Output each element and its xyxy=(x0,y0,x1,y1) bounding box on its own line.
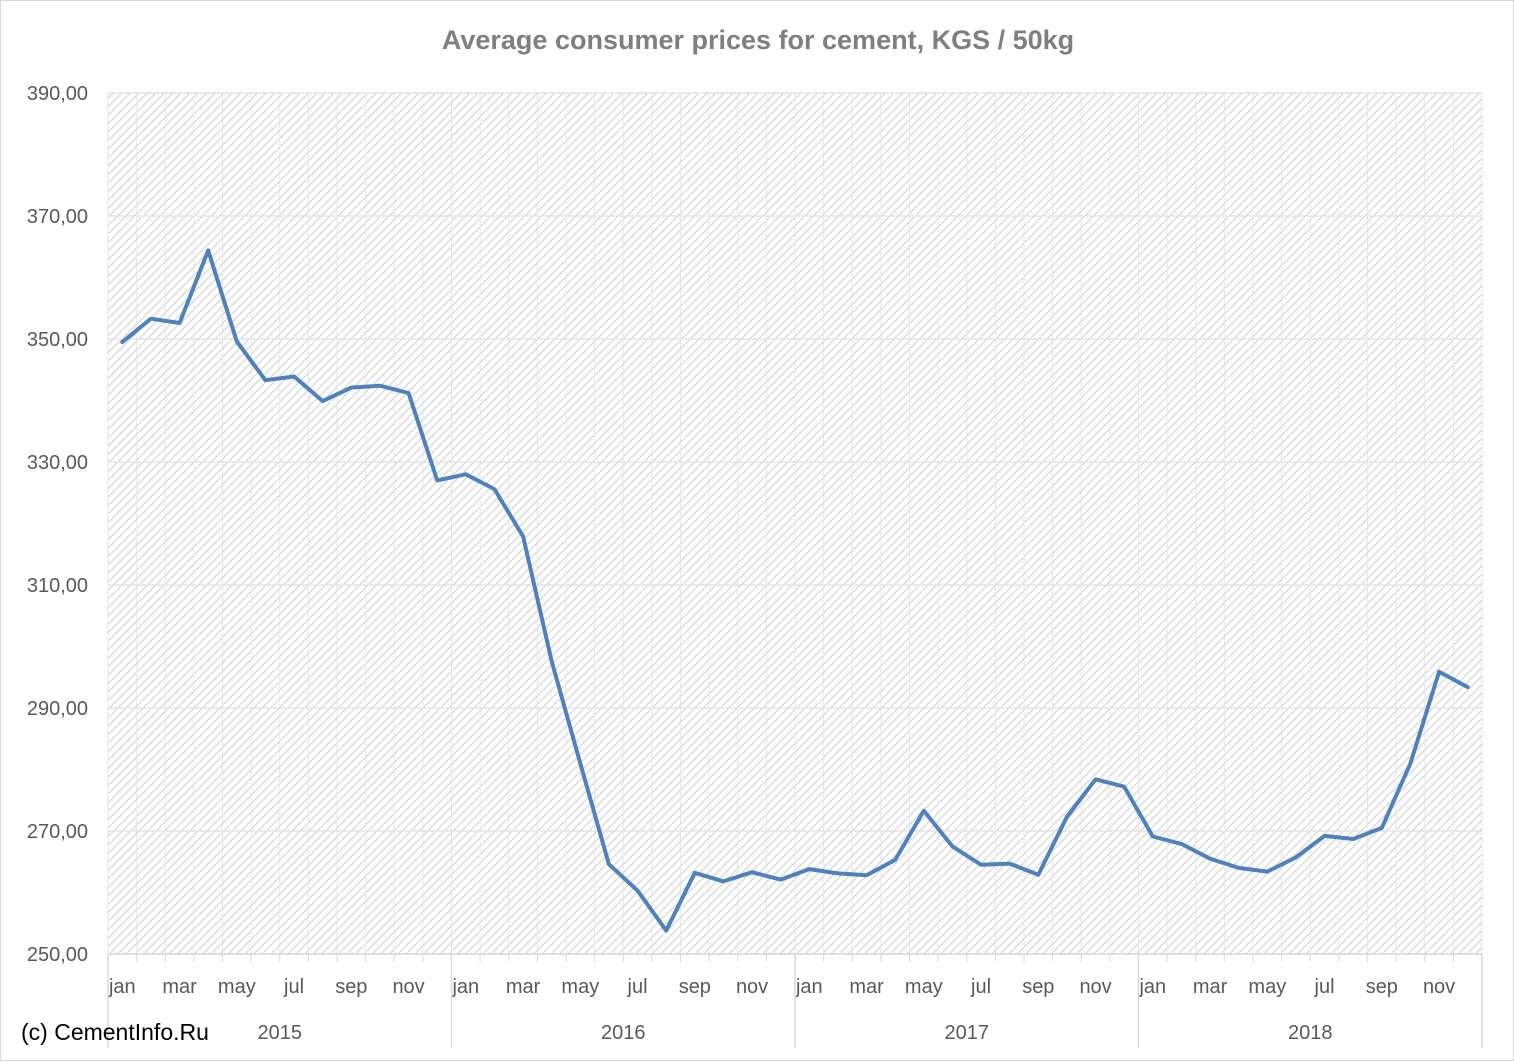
y-tick-label: 330,00 xyxy=(27,452,88,474)
x-tick-label: nov xyxy=(736,976,768,998)
y-tick-label: 310,00 xyxy=(27,575,88,597)
y-tick-label: 390,00 xyxy=(27,83,88,105)
x-tick-label: jan xyxy=(108,976,136,998)
x-tick-label: jul xyxy=(627,976,648,998)
x-tick-label: may xyxy=(561,976,599,998)
x-tick-label: mar xyxy=(1193,976,1228,998)
x-tick-label: jul xyxy=(1314,976,1335,998)
x-tick-label: mar xyxy=(162,976,197,998)
series-layer xyxy=(120,248,1470,933)
y-tick-label: 370,00 xyxy=(27,206,88,228)
year-label: 2017 xyxy=(945,1022,990,1044)
x-tick-label: may xyxy=(1248,976,1286,998)
x-tick-label: jan xyxy=(1138,976,1166,998)
chart-title: Average consumer prices for cement, KGS … xyxy=(441,25,1075,55)
series-line xyxy=(120,248,1470,933)
year-label: 2015 xyxy=(258,1022,303,1044)
x-tick-label: nov xyxy=(1423,976,1455,998)
y-tick-label: 270,00 xyxy=(27,821,88,843)
y-tick-label: 250,00 xyxy=(27,944,88,966)
x-tick-label: sep xyxy=(1022,976,1054,998)
x-tick-label: sep xyxy=(679,976,711,998)
x-tick-label: jan xyxy=(795,976,823,998)
year-label: 2018 xyxy=(1288,1022,1333,1044)
x-tick-label: mar xyxy=(506,976,541,998)
year-label: 2016 xyxy=(601,1022,646,1044)
gridlines xyxy=(107,92,1483,955)
x-tick-label: may xyxy=(905,976,943,998)
x-tick-label: sep xyxy=(1366,976,1398,998)
x-tick-label: sep xyxy=(335,976,367,998)
x-tick-label: nov xyxy=(392,976,424,998)
copyright-label: (c) CementInfo.Ru xyxy=(21,1019,209,1045)
x-tick-label: mar xyxy=(849,976,884,998)
y-axis: 250,00 270,00 290,00 310,00 330,00 350,00 370,… xyxy=(27,83,88,966)
x-tick-label: jul xyxy=(283,976,304,998)
x-axis: jan mar may jul sep nov jan mar may jul sep nov jan m… xyxy=(107,953,1483,1048)
x-tick-label: jul xyxy=(970,976,991,998)
x-tick-label: may xyxy=(218,976,256,998)
y-tick-label: 290,00 xyxy=(27,698,88,720)
x-tick-label: jan xyxy=(451,976,479,998)
x-tick-label: nov xyxy=(1079,976,1111,998)
y-tick-label: 350,00 xyxy=(27,329,88,351)
